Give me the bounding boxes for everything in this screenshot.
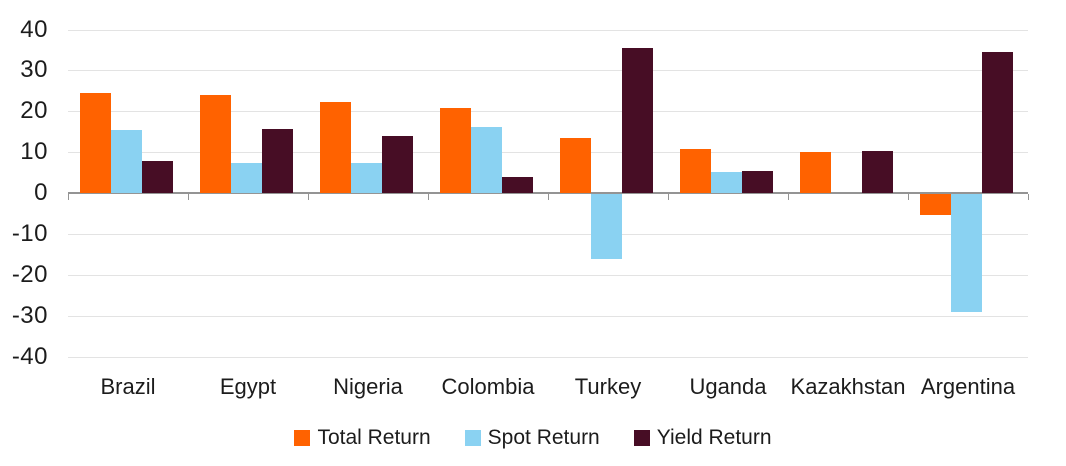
- x-axis-tick: [668, 194, 669, 200]
- legend-item-total-return: Total Return: [294, 426, 431, 450]
- bar-yield-return-colombia: [502, 176, 533, 193]
- x-axis-tick: [1028, 194, 1029, 200]
- legend: Total Return Spot Return Yield Return: [0, 426, 1066, 450]
- y-tick-label-0: 0: [34, 179, 48, 206]
- y-tick-label--40: -40: [11, 342, 48, 370]
- bar-spot-return-nigeria: [351, 163, 382, 193]
- y-tick-label--30: -30: [11, 301, 48, 329]
- bar-total-return-argentina: [920, 194, 951, 216]
- gridline-y--10: [68, 233, 1028, 235]
- legend-item-spot-return: Spot Return: [464, 426, 600, 450]
- bar-yield-return-kazakhstan: [862, 150, 893, 193]
- y-tick-label-20: 20: [20, 97, 48, 125]
- x-axis-tick: [188, 194, 189, 200]
- gridline-y-10: [68, 152, 1028, 154]
- x-category-label-colombia: Colombia: [441, 374, 535, 399]
- bar-total-return-uganda: [680, 148, 711, 193]
- bar-spot-return-turkey: [591, 194, 622, 260]
- y-tick-label--20: -20: [11, 260, 48, 288]
- legend-item-yield-return: Yield Return: [633, 426, 772, 450]
- bar-spot-return-uganda: [711, 172, 742, 193]
- x-category-label-argentina: Argentina: [920, 374, 1016, 399]
- bar-spot-return-egypt: [231, 162, 262, 193]
- gridline-y--30: [68, 315, 1028, 317]
- bar-total-return-colombia: [440, 107, 471, 193]
- bar-yield-return-turkey: [622, 48, 653, 193]
- gridline-y--40: [68, 356, 1028, 358]
- y-tick-label--10: -10: [11, 219, 48, 247]
- x-axis-tick: [548, 194, 549, 200]
- x-category-label-turkey: Turkey: [574, 374, 642, 399]
- bar-total-return-kazakhstan: [800, 152, 831, 193]
- bar-spot-return-colombia: [471, 126, 502, 193]
- x-axis-tick: [428, 194, 429, 200]
- legend-swatch-icon: [294, 430, 311, 446]
- x-category-label-brazil: Brazil: [100, 374, 156, 399]
- gridline-y--20: [68, 274, 1028, 276]
- y-tick-label-30: 30: [20, 56, 48, 84]
- bar-spot-return-argentina: [951, 194, 982, 312]
- gridline-y-40: [68, 29, 1028, 31]
- x-category-label-uganda: Uganda: [689, 374, 767, 399]
- legend-swatch-icon: [633, 430, 650, 446]
- x-axis-tick: [308, 194, 309, 200]
- bar-yield-return-argentina: [982, 51, 1013, 193]
- gridline-y-30: [68, 70, 1028, 72]
- zero-axis-line: [68, 192, 1028, 194]
- bar-total-return-egypt: [200, 94, 231, 193]
- legend-swatch-icon: [464, 430, 481, 446]
- y-tick-label-40: 40: [20, 15, 48, 43]
- legend-label: Yield Return: [656, 426, 772, 449]
- bar-yield-return-brazil: [142, 161, 173, 193]
- bar-yield-return-nigeria: [382, 136, 413, 193]
- bar-total-return-turkey: [560, 137, 591, 193]
- gridline-y-20: [68, 111, 1028, 113]
- bar-total-return-brazil: [80, 93, 111, 193]
- bar-total-return-nigeria: [320, 101, 351, 193]
- x-category-label-nigeria: Nigeria: [333, 374, 403, 399]
- legend-label: Spot Return: [487, 426, 600, 449]
- x-category-label-egypt: Egypt: [219, 374, 277, 399]
- x-axis-tick: [788, 194, 789, 200]
- bar-yield-return-uganda: [742, 170, 773, 193]
- bar-spot-return-brazil: [111, 130, 142, 193]
- y-tick-label-10: 10: [20, 138, 48, 166]
- legend-label: Total Return: [317, 426, 431, 449]
- x-category-label-kazakhstan: Kazakhstan: [790, 374, 906, 399]
- x-axis-tick: [908, 194, 909, 200]
- bar-yield-return-egypt: [262, 129, 293, 193]
- x-axis-tick: [68, 194, 69, 200]
